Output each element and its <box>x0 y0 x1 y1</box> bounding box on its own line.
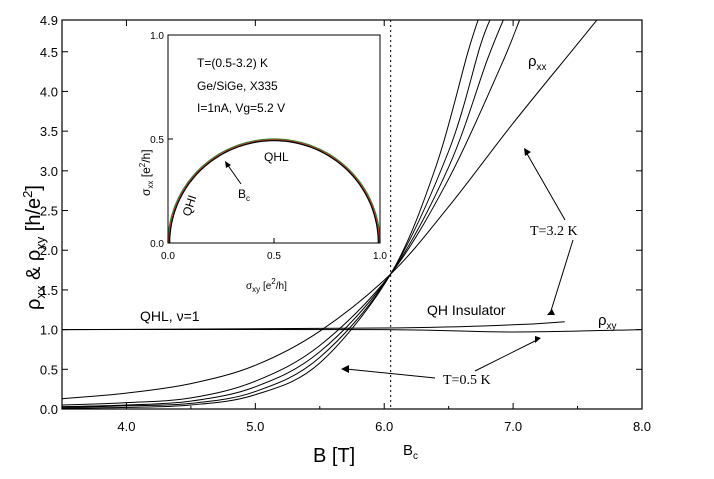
inset-info-line-2: Ge/SiGe, X335 <box>197 79 278 93</box>
y-tick-label: 3.5 <box>40 124 58 139</box>
rho-xy-curve-0p5K <box>62 328 642 333</box>
y-axis-label: ρxx & ρxy [h/e2] <box>20 185 48 310</box>
inset-semicircle-curve <box>168 139 380 244</box>
inset-y-tick-label: 0.0 <box>150 239 164 250</box>
inset-x-tick-label: 0.5 <box>267 251 281 262</box>
y-tick-label: 1.0 <box>40 323 58 338</box>
t-low-label: T=0.5 K <box>443 373 491 388</box>
rho-xx-label: ρxx <box>528 53 547 73</box>
inset-y-tick-label: 1.0 <box>150 31 164 42</box>
inset-bc-arrow <box>226 163 242 185</box>
annotation-arrowheads <box>341 148 555 373</box>
rho-xx-curve-1p4K <box>62 20 504 408</box>
inset-info-line-3: I=1nA, Vg=5.2 V <box>197 101 285 115</box>
x-tick-label: 8.0 <box>633 419 651 434</box>
x-tick-label: 5.0 <box>246 419 264 434</box>
main-ticks: 4.0 5.0 6.0 7.0 8.0 0.0 0.5 1.0 1.5 2.0 2.5 3.0 3.5 4… <box>40 13 651 434</box>
inset-info-line-1: T=(0.5-3.2) K <box>197 56 268 70</box>
y-tick-label: 4.9 <box>40 13 58 28</box>
inset-qhl-label: QHL <box>264 150 289 164</box>
y-tick-label: 0.5 <box>40 362 58 377</box>
arrow-t-high-to-rhoxy <box>549 239 574 315</box>
rho-xx-curve-0p9K <box>62 20 491 408</box>
y-tick-label: 4.0 <box>40 84 58 99</box>
y-tick-label: 1.5 <box>40 283 58 298</box>
rho-xx-curve-0p5K <box>62 20 479 409</box>
qhl-label: QHL, ν=1 <box>140 308 200 324</box>
inset-x-tick-label: 1.0 <box>373 251 387 262</box>
inset-semicircle-curve <box>169 140 379 243</box>
inset-bc-label: Bc <box>238 187 250 203</box>
inset-y-tick-label: 0.5 <box>150 135 164 146</box>
t-high-label: T=3.2 K <box>530 224 578 239</box>
arrow-t-low-to-rhoxx <box>345 368 436 379</box>
rho-xy-label: ρxy <box>598 312 617 332</box>
arrow-t-high-to-rhoxx <box>525 151 566 221</box>
x-tick-label: 7.0 <box>504 419 522 434</box>
annotation-arrows <box>345 151 574 379</box>
x-axis-label: B [T] <box>313 445 355 467</box>
y-tick-label: 0.0 <box>40 402 58 417</box>
qh-insulator-label: QH Insulator <box>427 302 506 318</box>
inset-semicircle-curve <box>167 138 381 243</box>
inset-y-label: σxx [e2/h] <box>138 149 155 196</box>
main-curves <box>62 20 642 409</box>
rho-xx-curve-2K <box>62 20 521 406</box>
arrowhead-3 <box>341 365 349 373</box>
y-tick-label: 4.5 <box>40 45 58 60</box>
bc-axis-label: Bc <box>403 442 418 462</box>
arrow-t-low-to-rhoxy <box>474 339 538 372</box>
inset-x-tick-label: 0.0 <box>161 251 175 262</box>
arrowhead-2 <box>547 309 555 315</box>
inset-qhi-label: QHI <box>180 193 200 218</box>
inset-curves <box>167 138 381 244</box>
y-tick-label: 2.0 <box>40 243 58 258</box>
rho-xx-curve-3p2K <box>62 20 598 400</box>
y-tick-label: 3.0 <box>40 164 58 179</box>
arrowhead-1 <box>524 148 531 156</box>
plot-frame <box>61 19 643 410</box>
rho-xy-curve-3p2K <box>62 321 565 331</box>
inset-ticks: 0.0 0.5 1.0 0.0 0.5 1.0 <box>150 31 387 262</box>
arrowhead-4 <box>535 336 541 343</box>
y-tick-label: 2.5 <box>40 204 58 219</box>
x-tick-label: 6.0 <box>375 419 393 434</box>
inset-bc-arrowhead <box>225 161 231 168</box>
x-tick-label: 4.0 <box>117 419 135 434</box>
inset-x-label: σxy [e2/h] <box>246 277 287 294</box>
